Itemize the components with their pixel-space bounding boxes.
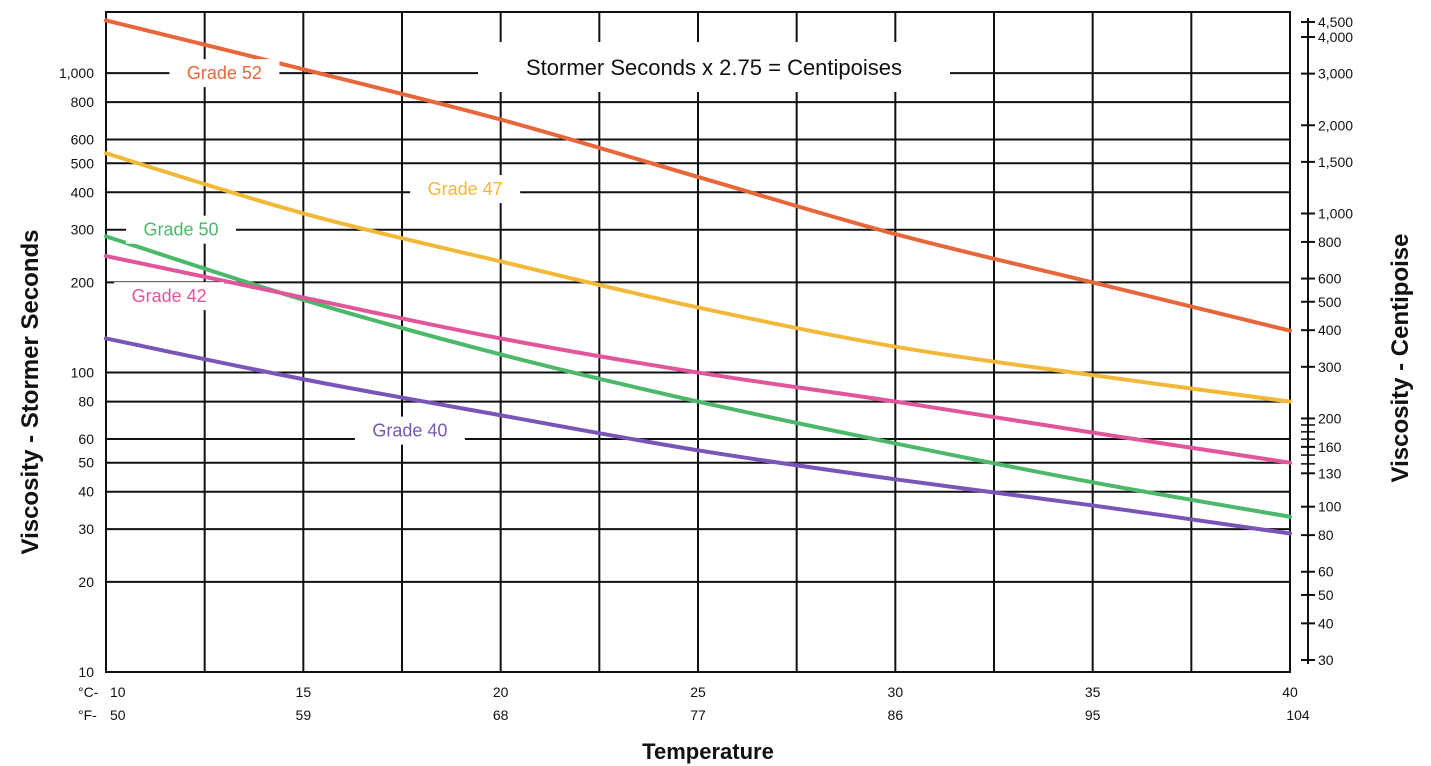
series-line-grade-42 bbox=[104, 254, 1292, 465]
bottom-axis: °C- °F- 10 50 15 59 20 68 25 77 30 86 35 95 40 104 bbox=[78, 684, 1310, 723]
x-axis-title: Temperature bbox=[642, 739, 774, 764]
y-tick-label: 600 bbox=[71, 132, 95, 148]
series-label: Grade 50 bbox=[143, 220, 218, 240]
y-tick-label: 500 bbox=[71, 155, 95, 171]
y2-tick-label: 50 bbox=[1318, 587, 1334, 603]
y2-tick-label: 2,000 bbox=[1318, 117, 1353, 133]
y-tick-label: 1,000 bbox=[59, 65, 94, 81]
y2-tick-label: 400 bbox=[1318, 322, 1342, 338]
y2-tick-label: 160 bbox=[1318, 439, 1342, 455]
y2-tick-label: 100 bbox=[1318, 499, 1342, 515]
y-tick-label: 400 bbox=[71, 184, 95, 200]
y2-tick-label: 30 bbox=[1318, 652, 1334, 668]
x-tick-label-fahrenheit: 104 bbox=[1286, 707, 1310, 723]
y2-tick-label: 80 bbox=[1318, 527, 1334, 543]
y2-tick-label: 4,500 bbox=[1318, 14, 1353, 30]
y-tick-label: 800 bbox=[71, 94, 95, 110]
y2-tick-label: 1,500 bbox=[1318, 154, 1353, 170]
y2-tick-label: 300 bbox=[1318, 359, 1342, 375]
x-tick-label-celsius: 30 bbox=[888, 684, 904, 700]
series-line-grade-50 bbox=[104, 234, 1292, 519]
chart-note: Stormer Seconds x 2.75 = Centipoises bbox=[526, 55, 902, 80]
y2-tick-label: 500 bbox=[1318, 294, 1342, 310]
y2-tick-label: 60 bbox=[1318, 564, 1334, 580]
x-unit-fahrenheit: °F- bbox=[78, 707, 97, 723]
series-line-grade-52 bbox=[104, 18, 1292, 333]
x-tick-label-fahrenheit: 86 bbox=[888, 707, 904, 723]
series-label-bg bbox=[114, 282, 225, 311]
series-label: Grade 47 bbox=[428, 179, 503, 199]
y-tick-label: 80 bbox=[78, 394, 94, 410]
right-axis: 30 40 50 60 80 100 130 160 200 300 400 500 600 800 1,0… bbox=[1301, 14, 1353, 668]
y2-tick-label: 3,000 bbox=[1318, 66, 1353, 82]
x-tick-label-celsius: 40 bbox=[1282, 684, 1298, 700]
y-tick-label: 60 bbox=[78, 431, 94, 447]
x-tick-label-fahrenheit: 77 bbox=[690, 707, 706, 723]
y-tick-label: 50 bbox=[78, 455, 94, 471]
y-tick-label: 40 bbox=[78, 484, 94, 500]
y2-tick-label: 800 bbox=[1318, 234, 1342, 250]
y2-axis-title: Viscosity - Centipoise bbox=[1387, 234, 1414, 483]
series-label-bg bbox=[410, 175, 521, 204]
series-label: Grade 40 bbox=[372, 421, 447, 441]
x-tick-label-fahrenheit: 95 bbox=[1085, 707, 1101, 723]
y-tick-label: 30 bbox=[78, 521, 94, 537]
y-tick-label: 20 bbox=[78, 574, 94, 590]
y-tick-label: 200 bbox=[71, 274, 95, 290]
y2-tick-label: 600 bbox=[1318, 271, 1342, 287]
x-tick-label-celsius: 20 bbox=[493, 684, 509, 700]
y-tick-label: 10 bbox=[78, 664, 94, 680]
x-unit-celsius: °C- bbox=[78, 684, 99, 700]
y2-tick-label: 200 bbox=[1318, 410, 1342, 426]
left-axis: 10 20 30 40 50 60 80 100 200 300 400 500 600 800 1,000 bbox=[59, 65, 94, 680]
series-label-bg bbox=[169, 59, 280, 88]
note-box bbox=[478, 42, 950, 92]
y2-tick-label: 4,000 bbox=[1318, 29, 1353, 45]
y2-tick-label: 130 bbox=[1318, 465, 1342, 481]
x-tick-label-fahrenheit: 50 bbox=[110, 707, 126, 723]
y-tick-label: 300 bbox=[71, 222, 95, 238]
y-axis-title: Viscosity - Stormer Seconds bbox=[17, 229, 44, 554]
x-tick-label-fahrenheit: 68 bbox=[493, 707, 509, 723]
y-tick-label: 100 bbox=[71, 365, 95, 381]
series-line-grade-40 bbox=[104, 336, 1292, 536]
grid-lines bbox=[105, 11, 1291, 673]
x-tick-label-celsius: 35 bbox=[1085, 684, 1101, 700]
y2-tick-label: 40 bbox=[1318, 615, 1334, 631]
series-label: Grade 52 bbox=[187, 63, 262, 83]
x-tick-label-celsius: 25 bbox=[690, 684, 706, 700]
plot-frame bbox=[105, 11, 1291, 673]
series-lines bbox=[104, 18, 1292, 536]
x-tick-label-fahrenheit: 59 bbox=[296, 707, 312, 723]
series-label-bg bbox=[125, 215, 236, 244]
x-tick-label-celsius: 10 bbox=[110, 684, 126, 700]
x-tick-label-celsius: 15 bbox=[296, 684, 312, 700]
series-labels: Grade 52 Grade 47 Grade 50 Grade 42 Grade 40 bbox=[114, 59, 521, 445]
series-line-grade-47 bbox=[104, 151, 1292, 404]
series-label-bg bbox=[354, 416, 465, 445]
series-label: Grade 42 bbox=[132, 286, 207, 306]
y2-tick-label: 1,000 bbox=[1318, 206, 1353, 222]
